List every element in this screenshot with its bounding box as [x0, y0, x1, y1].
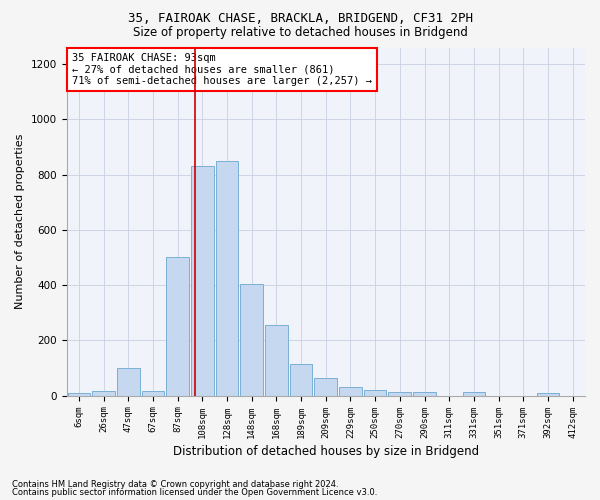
Bar — [413, 392, 436, 396]
Y-axis label: Number of detached properties: Number of detached properties — [15, 134, 25, 309]
Bar — [117, 368, 140, 396]
Bar — [536, 393, 559, 396]
Text: Contains public sector information licensed under the Open Government Licence v3: Contains public sector information licen… — [12, 488, 377, 497]
Bar — [68, 393, 90, 396]
Bar — [339, 388, 362, 396]
Bar — [92, 392, 115, 396]
Text: 35 FAIROAK CHASE: 93sqm
← 27% of detached houses are smaller (861)
71% of semi-d: 35 FAIROAK CHASE: 93sqm ← 27% of detache… — [72, 52, 372, 86]
Bar — [191, 166, 214, 396]
Bar — [314, 378, 337, 396]
Bar — [241, 284, 263, 396]
Bar — [166, 258, 189, 396]
Text: 35, FAIROAK CHASE, BRACKLA, BRIDGEND, CF31 2PH: 35, FAIROAK CHASE, BRACKLA, BRIDGEND, CF… — [128, 12, 473, 26]
Text: Contains HM Land Registry data © Crown copyright and database right 2024.: Contains HM Land Registry data © Crown c… — [12, 480, 338, 489]
Bar — [290, 364, 313, 396]
Bar — [364, 390, 386, 396]
Bar — [463, 392, 485, 396]
X-axis label: Distribution of detached houses by size in Bridgend: Distribution of detached houses by size … — [173, 444, 479, 458]
Text: Size of property relative to detached houses in Bridgend: Size of property relative to detached ho… — [133, 26, 467, 39]
Bar — [265, 325, 288, 396]
Bar — [215, 161, 238, 396]
Bar — [388, 392, 411, 396]
Bar — [142, 392, 164, 396]
